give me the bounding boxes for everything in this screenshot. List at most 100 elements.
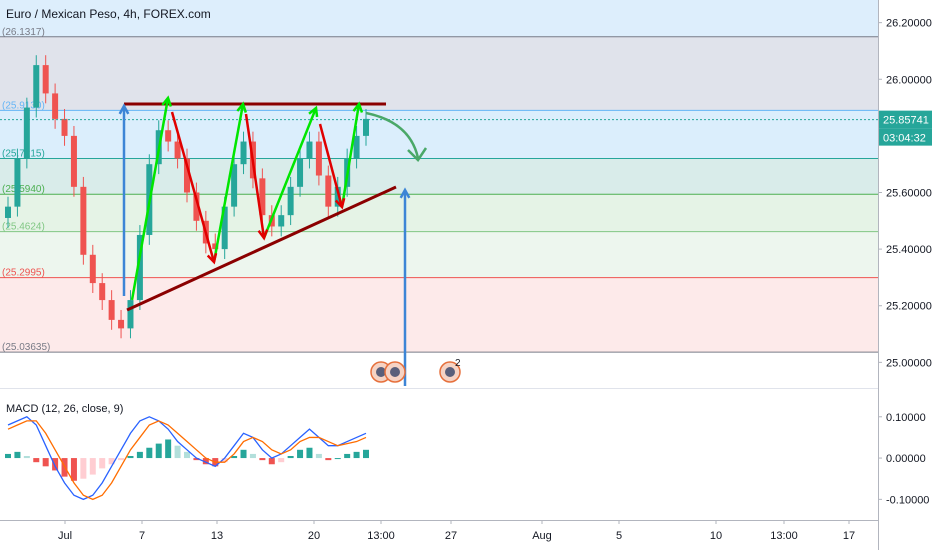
fib-label: (25.7215) xyxy=(2,149,45,160)
candle-body xyxy=(89,254,96,284)
measure-arrow-up-head xyxy=(118,103,130,115)
macd-hist-bar xyxy=(33,458,40,463)
macd-hist-bar xyxy=(136,451,143,459)
time-tick-label: Aug xyxy=(532,530,552,542)
fib-zone-2 xyxy=(0,158,878,195)
macd-hist-bar xyxy=(52,458,59,471)
candle-body xyxy=(70,135,77,187)
up-arrow-1-head xyxy=(161,95,173,107)
macd-hist-bar xyxy=(334,458,341,460)
price-tick-label: 25.20000 xyxy=(886,301,932,313)
down-arrow-1 xyxy=(170,111,216,263)
candle-body xyxy=(325,175,332,207)
macd-hist-bar xyxy=(297,449,304,459)
up-arrow-2 xyxy=(212,103,245,263)
price-tick-label: 25.60000 xyxy=(886,188,932,200)
macd-hist-bar xyxy=(259,458,266,461)
time-tick-label: 20 xyxy=(308,530,320,542)
price-axis: 26.20000 26.00000 25.60000 25.40000 25.20000… xyxy=(878,0,932,550)
time-tick-label: 10 xyxy=(710,530,722,542)
fib-label: (25.03635) xyxy=(2,342,50,353)
candle-body xyxy=(118,319,125,329)
macd-label: MACD (12, 26, close, 9) xyxy=(6,403,123,415)
up-arrow-2-head xyxy=(236,101,248,113)
candle-body xyxy=(61,118,68,136)
candle-body xyxy=(221,206,228,250)
candle-body xyxy=(136,234,143,301)
candle-body xyxy=(165,130,172,142)
fib-zone-5 xyxy=(0,277,878,353)
candle-body xyxy=(278,215,285,227)
up-arrow-3-head xyxy=(308,105,319,118)
last-price-value: 25.85741 xyxy=(883,115,929,127)
chart-title: Euro / Mexican Peso, 4h, FOREX.com xyxy=(6,7,211,21)
drawings: 2 xyxy=(118,95,461,390)
event-icon xyxy=(390,367,400,377)
candle-body xyxy=(240,141,247,165)
down-arrow-2 xyxy=(244,113,266,239)
macd-hist-bar xyxy=(127,456,134,459)
up-arrow-1 xyxy=(130,97,170,301)
macd-hist-bar xyxy=(278,458,285,463)
macd-hist-bar xyxy=(240,449,247,459)
time-tick-label: 7 xyxy=(139,530,145,542)
macd-hist-bar xyxy=(118,458,125,461)
macd-hist-bar xyxy=(193,458,200,461)
candle-body xyxy=(259,178,266,216)
event-icon xyxy=(445,367,455,377)
candle-body xyxy=(23,107,30,159)
macd-hist-bar xyxy=(5,453,11,459)
down-arrow-3 xyxy=(318,123,344,208)
candle-body xyxy=(287,186,294,216)
candles xyxy=(5,55,369,339)
up-arrow-4-head xyxy=(352,101,364,113)
fib-zone-top xyxy=(0,0,878,37)
macd-hist-bar xyxy=(287,456,294,459)
macd-hist-bar xyxy=(108,458,115,465)
time-tick-label: 13:00 xyxy=(367,530,395,542)
macd-hist-bar xyxy=(174,445,181,459)
macd-tick-label: -0.10000 xyxy=(886,494,929,506)
time-tick-label: 13:00 xyxy=(770,530,798,542)
macd-hist-bar xyxy=(221,458,228,463)
macd-hist-bar xyxy=(89,458,96,475)
candle-body xyxy=(42,65,49,94)
candle-body xyxy=(306,141,313,159)
macd-hist-bar xyxy=(42,458,49,467)
projection-curve xyxy=(365,111,420,159)
macd-hist-bar xyxy=(325,458,332,461)
macd-hist-bar xyxy=(268,458,275,465)
macd-hist-bar xyxy=(23,456,30,459)
macd-hist-bar xyxy=(165,439,172,459)
macd-hist-bar xyxy=(231,456,238,459)
time-tick-label: 27 xyxy=(445,530,457,542)
candle-body xyxy=(99,283,106,301)
signal-line xyxy=(7,420,367,501)
candle-body xyxy=(5,206,11,218)
last-price-badge xyxy=(879,110,932,129)
price-tick-label: 26.00000 xyxy=(886,74,932,86)
macd-hist-bar xyxy=(344,453,351,459)
up-arrow-4 xyxy=(340,103,361,208)
macd-hist-bar xyxy=(99,458,106,469)
candle-body xyxy=(33,65,40,108)
down-arrow-3-head xyxy=(334,197,346,210)
macd-hist-bar xyxy=(80,458,87,479)
fib-label: (25.9130) xyxy=(2,100,45,111)
measure-arrow-target-head xyxy=(399,187,411,199)
fib-label: (25.5940) xyxy=(2,184,45,195)
candle-body xyxy=(14,158,21,207)
candle-body xyxy=(193,192,200,221)
projection-curve-head xyxy=(407,147,428,162)
macd-hist-bar xyxy=(155,443,162,459)
macd-hist-bar xyxy=(363,449,369,459)
event-badge: 2 xyxy=(439,358,461,383)
macd-hist-bar xyxy=(14,451,21,459)
macd-hist-bar xyxy=(249,453,256,459)
candle-body xyxy=(52,93,59,119)
event-badge-count: 2 xyxy=(455,358,461,369)
macd-hist-bar xyxy=(146,447,153,459)
candle-body xyxy=(174,141,181,159)
